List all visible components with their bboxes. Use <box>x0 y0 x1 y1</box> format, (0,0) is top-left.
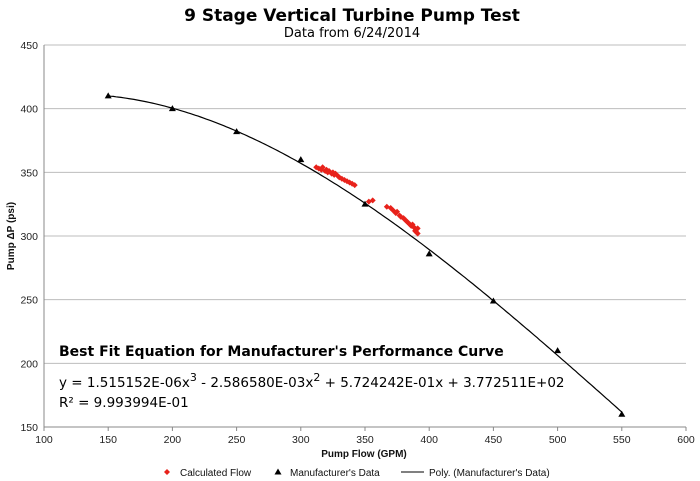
manufacturer-data-point <box>489 297 497 304</box>
chart-title: 9 Stage Vertical Turbine Pump Test <box>184 6 520 26</box>
x-tick-label: 100 <box>35 434 53 446</box>
calculated-flow-point <box>369 197 376 204</box>
equation-text: y = 1.515152E-06x3 - 2.586580E-03x2 + 5.… <box>59 371 565 391</box>
x-axis-label: Pump Flow (GPM) <box>321 449 407 460</box>
calculated-flow-point <box>394 208 401 215</box>
x-tick-label: 500 <box>549 434 567 446</box>
y-tick-label: 450 <box>20 40 38 52</box>
x-tick-label: 550 <box>613 434 631 446</box>
manufacturer-data-point <box>425 250 433 257</box>
legend-diamond-marker <box>164 469 170 475</box>
y-tick-label: 200 <box>20 358 38 370</box>
x-tick-label: 150 <box>99 434 117 446</box>
y-tick-label: 250 <box>20 295 38 307</box>
y-tick-label: 150 <box>20 422 38 434</box>
y-tick-label: 350 <box>20 167 38 179</box>
series-layer <box>104 92 626 417</box>
legend: Calculated Flow Manufacturer's Data Poly… <box>164 468 550 479</box>
manufacturer-data-point <box>104 92 112 99</box>
axes <box>43 45 687 431</box>
equation-heading: Best Fit Equation for Manufacturer's Per… <box>59 344 504 360</box>
x-tick-label: 600 <box>677 434 695 446</box>
x-tick-label: 450 <box>485 434 503 446</box>
legend-triangle-marker <box>274 468 282 475</box>
manufacturer-data-point <box>297 156 305 163</box>
legend-label-poly-fit: Poly. (Manufacturer's Data) <box>429 468 550 479</box>
x-tick-label: 400 <box>420 434 438 446</box>
r-squared-text: R² = 9.993994E-01 <box>59 395 189 411</box>
legend-item-poly-fit: Poly. (Manufacturer's Data) <box>401 468 550 479</box>
x-tick-label: 300 <box>292 434 310 446</box>
calculated-flow-point <box>351 182 358 189</box>
x-tick-label: 250 <box>228 434 246 446</box>
manufacturer-data-point <box>168 105 176 112</box>
equation-annotation: Best Fit Equation for Manufacturer's Per… <box>59 344 565 411</box>
legend-item-calculated-flow: Calculated Flow <box>164 468 252 479</box>
x-tick-label: 350 <box>356 434 374 446</box>
x-tick-label: 200 <box>164 434 182 446</box>
poly-trendline <box>108 95 623 413</box>
x-tick-labels: 100 150 200 250 300 350 400 450 500 550 600 <box>35 434 695 446</box>
y-tick-label: 400 <box>20 104 38 116</box>
legend-label-calculated-flow: Calculated Flow <box>180 468 252 479</box>
chart-subtitle: Data from 6/24/2014 <box>284 26 420 41</box>
manufacturer-data-point <box>361 200 369 207</box>
y-tick-labels: 150 200 250 300 350 400 450 <box>20 40 38 434</box>
calculated-flow-point <box>319 164 326 171</box>
manufacturer-data-point <box>233 128 241 135</box>
manufacturer-data-point <box>618 410 626 417</box>
legend-label-manufacturers-data: Manufacturer's Data <box>290 468 380 479</box>
legend-item-manufacturers-data: Manufacturer's Data <box>274 468 380 479</box>
y-tick-label: 300 <box>20 231 38 243</box>
calculated-flow-point <box>414 225 421 232</box>
y-axis-label: Pump ΔP (psi) <box>6 202 17 270</box>
gridlines <box>44 44 686 364</box>
manufacturer-data-point <box>554 347 562 354</box>
